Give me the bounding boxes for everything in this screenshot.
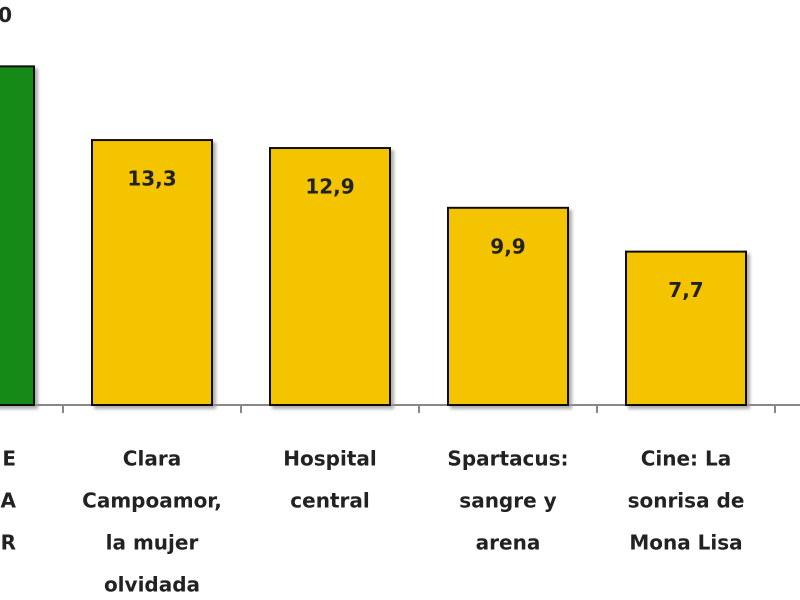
value-label: 17,0 xyxy=(0,3,12,27)
bar xyxy=(91,139,213,406)
x-tick-label: Hospital xyxy=(283,447,376,471)
x-tick-label: central xyxy=(290,489,369,513)
x-tick-label: Clara xyxy=(123,447,181,471)
bar xyxy=(269,147,391,406)
x-tick-label: arena xyxy=(476,531,541,555)
x-tick-label: A xyxy=(1,489,17,513)
x-tick-label: sonrisa de xyxy=(628,489,745,513)
value-label: 7,7 xyxy=(668,278,703,302)
x-tick-label: E xyxy=(2,447,16,471)
value-label: 12,9 xyxy=(305,175,354,199)
x-tick-label: Campoamor, xyxy=(82,489,222,513)
bar xyxy=(625,250,747,406)
bar xyxy=(0,65,35,407)
x-tick-label: olvidada xyxy=(104,573,200,597)
x-tick-label: R xyxy=(1,531,16,555)
value-label: 13,3 xyxy=(127,167,176,191)
bar xyxy=(447,206,569,406)
x-tick-label: Mona Lisa xyxy=(629,531,742,555)
x-tick-label: Spartacus: xyxy=(447,447,568,471)
value-label: 9,9 xyxy=(490,234,525,258)
x-tick-label: Cine: La xyxy=(641,447,732,471)
x-tick-label: sangre y xyxy=(459,489,556,513)
x-tick-label: la mujer xyxy=(106,531,199,555)
